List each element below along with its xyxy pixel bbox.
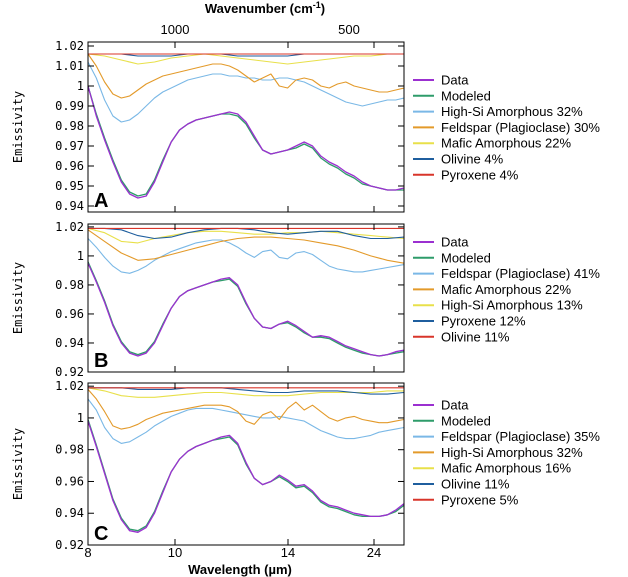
x-tick-8: 8 bbox=[84, 545, 91, 560]
legend-entry: Feldspar (Plagioclase) 35% bbox=[441, 429, 600, 444]
series-line-high-si-amorphous-32- bbox=[88, 61, 404, 123]
y-tick-label: 0.94 bbox=[55, 199, 84, 213]
y-tick-label: 0.98 bbox=[55, 119, 84, 133]
plot-frame bbox=[87, 223, 405, 373]
series-line-feldspar-plagioclase-30- bbox=[88, 53, 404, 99]
y-tick-label: 0.95 bbox=[55, 179, 84, 193]
legend-entry: Pyroxene 12% bbox=[441, 314, 526, 329]
series-line-high-si-amorphous-13- bbox=[88, 227, 404, 244]
legend-entry: Pyroxene 4% bbox=[441, 167, 519, 182]
series-group bbox=[88, 53, 404, 199]
y-tick-label: 0.92 bbox=[55, 538, 84, 552]
y-tick-label: 1.01 bbox=[55, 59, 84, 73]
panel-b: Emissivity 1.02 1 0.98 0.96 0.94 0.92 B DataMode… bbox=[11, 220, 600, 379]
legend-entry: High-Si Amorphous 32% bbox=[441, 104, 583, 119]
legend-entry: Mafic Amorphous 16% bbox=[441, 461, 572, 476]
y-tick-label: 0.92 bbox=[55, 365, 84, 379]
panel-a: Emissivity 1.02 1.01 1 0.99 0.98 0.97 0.96 0.95 0… bbox=[11, 39, 600, 213]
y-tick-label: 0.96 bbox=[55, 159, 84, 173]
y-tick-label: 0.94 bbox=[55, 336, 84, 350]
top-axis-label: Wavenumber (cm-1) bbox=[205, 0, 325, 16]
y-tick-label: 0.98 bbox=[55, 443, 84, 457]
y-tick-label: 1.02 bbox=[55, 39, 84, 53]
series-line-modeled bbox=[88, 85, 404, 197]
legend-entry: High-Si Amorphous 13% bbox=[441, 298, 583, 313]
y-tick-label: 0.96 bbox=[55, 307, 84, 321]
legend-entry: Olivine 11% bbox=[441, 477, 510, 492]
y-tick-label: 0.94 bbox=[55, 506, 84, 520]
legend-entry: Modeled bbox=[441, 250, 491, 265]
legend-entry: Feldspar (Plagioclase) 30% bbox=[441, 120, 600, 135]
y-tick-label: 1.02 bbox=[55, 220, 84, 234]
series-line-data bbox=[88, 85, 404, 199]
y-axis-label: Emissivity bbox=[11, 262, 25, 334]
y-tick-label: 1 bbox=[77, 249, 84, 263]
y-axis-label: Emissivity bbox=[11, 91, 25, 163]
legend-entry: Feldspar (Plagioclase) 41% bbox=[441, 266, 600, 281]
legend-entry: Modeled bbox=[441, 413, 491, 428]
legend-entry: Mafic Amorphous 22% bbox=[441, 282, 572, 297]
series-line-high-si-amorphous-32- bbox=[88, 389, 404, 430]
x-axis-label: Wavelength (µm) bbox=[188, 562, 292, 577]
y-axis-label: Emissivity bbox=[11, 428, 25, 500]
series-line-feldspar-plagioclase-41- bbox=[88, 238, 404, 274]
top-tick-1000: 1000 bbox=[161, 22, 190, 37]
series-line-modeled bbox=[88, 419, 404, 532]
panel-tag: B bbox=[94, 350, 108, 372]
x-tick-14: 14 bbox=[281, 545, 295, 560]
legend-entry: Olivine 4% bbox=[441, 152, 504, 167]
plot-frame bbox=[87, 41, 405, 213]
legend-entry: Modeled bbox=[441, 88, 491, 103]
series-group bbox=[88, 227, 404, 357]
y-tick-label: 0.98 bbox=[55, 278, 84, 292]
x-tick-24: 24 bbox=[367, 545, 381, 560]
panel-tag: A bbox=[94, 190, 108, 212]
series-line-data bbox=[88, 420, 404, 533]
series-line-feldspar-plagioclase-35- bbox=[88, 398, 404, 444]
y-tick-label: 1.02 bbox=[55, 379, 84, 393]
y-tick-label: 0.96 bbox=[55, 474, 84, 488]
y-tick-label: 1 bbox=[77, 79, 84, 93]
x-tick-10: 10 bbox=[168, 545, 182, 560]
legend-entry: Olivine 11% bbox=[441, 329, 510, 344]
legend-entry: Data bbox=[441, 235, 469, 250]
y-tick-label: 0.99 bbox=[55, 99, 84, 113]
y-tick-label: 0.97 bbox=[55, 139, 84, 153]
legend-entry: Mafic Amorphous 22% bbox=[441, 136, 572, 151]
series-line-mafic-amorphous-22- bbox=[88, 229, 404, 264]
top-tick-500: 500 bbox=[338, 22, 360, 37]
series-line-pyroxene-12- bbox=[88, 227, 404, 240]
legend-entry: High-Si Amorphous 32% bbox=[441, 445, 583, 460]
panel-c: Emissivity 1.02 1 0.98 0.96 0.94 0.92 C DataMode… bbox=[11, 379, 600, 552]
y-tick-label: 1 bbox=[77, 411, 84, 425]
legend-entry: Data bbox=[441, 73, 469, 88]
plot-frame bbox=[87, 382, 405, 546]
series-line-data bbox=[88, 262, 404, 357]
series-line-mafic-amorphous-22- bbox=[88, 53, 404, 65]
legend-entry: Pyroxene 5% bbox=[441, 492, 519, 507]
series-line-modeled bbox=[88, 261, 404, 357]
legend-entry: Data bbox=[441, 398, 469, 413]
series-group bbox=[88, 387, 404, 533]
panel-tag: C bbox=[94, 523, 108, 545]
series-line-olivine-11- bbox=[88, 387, 404, 395]
